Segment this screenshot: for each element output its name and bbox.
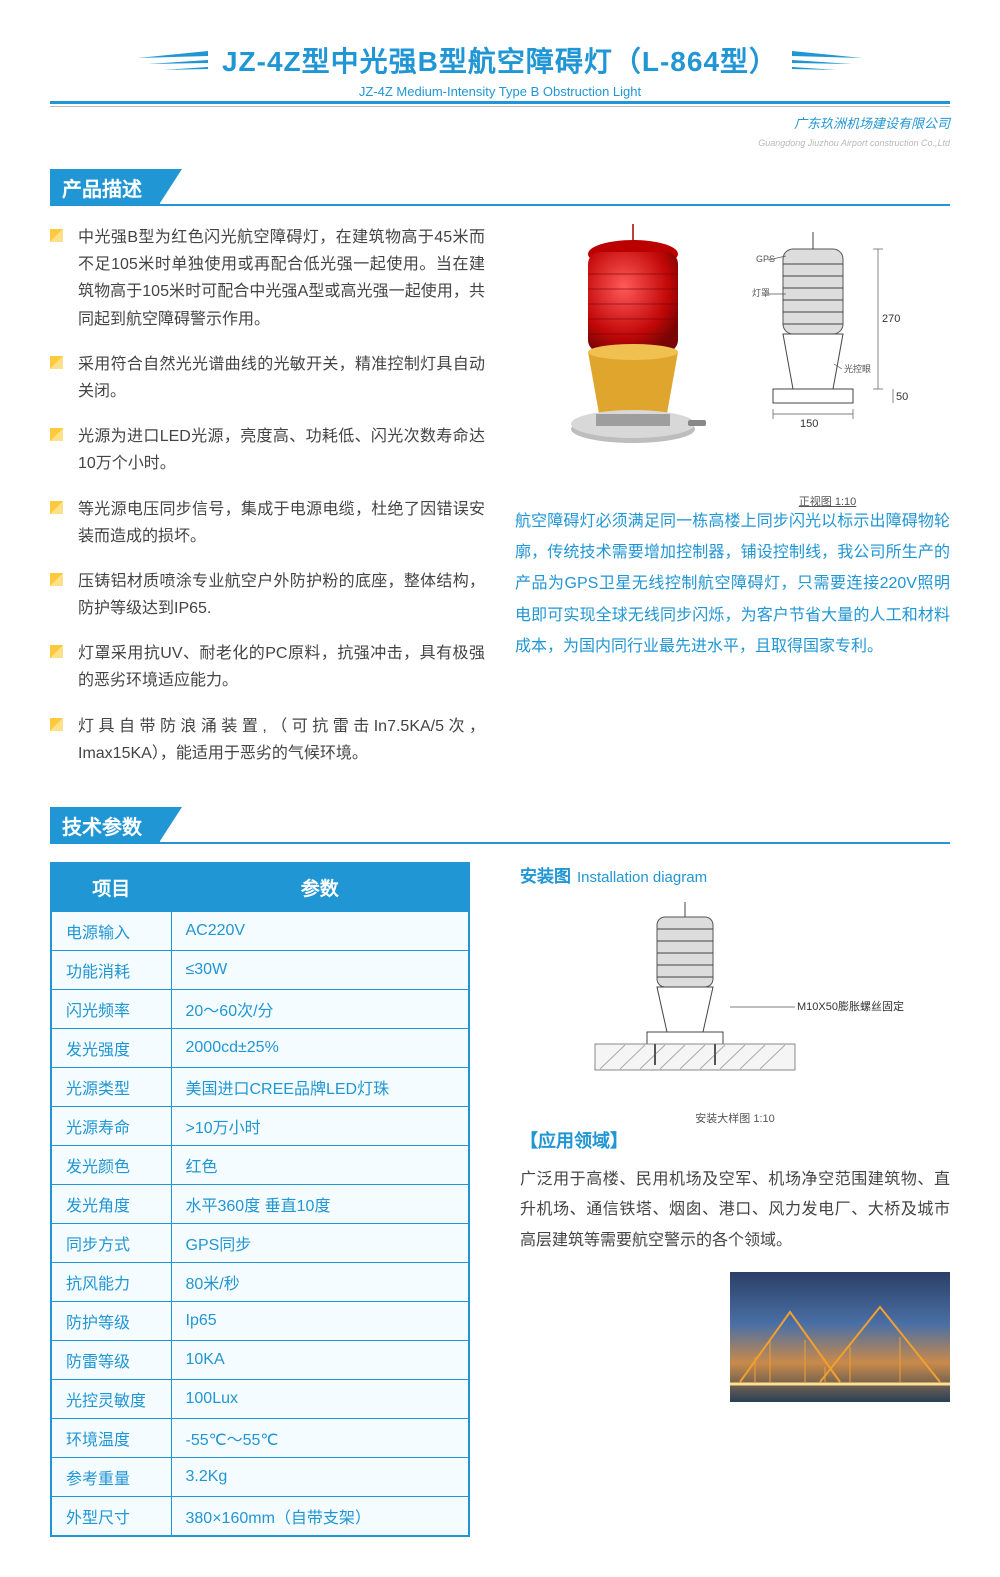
spec-header-key: 项目 [51,863,171,912]
svg-text:270: 270 [882,313,900,325]
spec-val: GPS同步 [171,1224,469,1263]
spec-row: 防护等级Ip65 [51,1302,469,1341]
spec-val: 380×160mm（自带支架） [171,1497,469,1537]
install-heading: 安装图Installation diagram [520,862,950,887]
spec-key: 外型尺寸 [51,1497,171,1537]
spec-row: 同步方式GPS同步 [51,1224,469,1263]
spec-row: 抗风能力80米/秒 [51,1263,469,1302]
product-dimension-diagram: GPS 灯罩 光控眼 270 50 [738,224,918,484]
title-en: JZ-4Z Medium-Intensity Type B Obstructio… [50,84,950,99]
svg-text:光控眼: 光控眼 [844,363,871,374]
right-wing-icon [792,48,862,72]
spec-key: 环境温度 [51,1419,171,1458]
bullet-item: 中光强B型为红色闪光航空障碍灯，在建筑物高于45米而不足105米时单独使用或再配… [50,224,485,333]
spec-key: 发光强度 [51,1029,171,1068]
install-diagram: M10X50膨胀螺丝固定 安装大样图 1:10 [520,897,950,1097]
spec-key: 闪光频率 [51,990,171,1029]
spec-header-val: 参数 [171,863,469,912]
spec-key: 防雷等级 [51,1341,171,1380]
spec-row: 环境温度-55℃～55℃ [51,1419,469,1458]
spec-key: 抗风能力 [51,1263,171,1302]
spec-val: -55℃～55℃ [171,1419,469,1458]
product-summary-paragraph: 航空障碍灯必须满足同一栋高楼上同步闪光以标示出障碍物轮廓，传统技术需要增加控制器… [515,506,950,662]
svg-text:150: 150 [800,418,818,430]
spec-key: 光控灵敏度 [51,1380,171,1419]
application-photo [730,1272,950,1402]
page-header: JZ-4Z型中光强B型航空障碍灯（L-864型） [50,40,950,80]
spec-key: 发光颜色 [51,1146,171,1185]
spec-row: 闪光频率20～60次/分 [51,990,469,1029]
bullet-item: 灯具自带防浪涌装置,（可抗雷击In7.5KA/5次，Imax15KA），能适用于… [50,713,485,767]
spec-val: Ip65 [171,1302,469,1341]
spec-val: 20～60次/分 [171,990,469,1029]
bullet-item: 灯罩采用抗UV、耐老化的PC原料，抗强冲击，具有极强的恶劣环境适应能力。 [50,640,485,694]
company-block: 广东玖洲机场建设有限公司 Guangdong Jiuzhou Airport c… [50,113,950,151]
spec-key: 同步方式 [51,1224,171,1263]
spec-row: 光源类型美国进口CREE品牌LED灯珠 [51,1068,469,1107]
product-figure-row: GPS 灯罩 光控眼 270 50 [515,224,950,484]
spec-row: 发光颜色红色 [51,1146,469,1185]
spec-val: 10KA [171,1341,469,1380]
spec-row: 功能消耗≤30W [51,951,469,990]
spec-key: 电源输入 [51,912,171,951]
bullet-item: 压铸铝材质喷涂专业航空户外防护粉的底座，整体结构，防护等级达到IP65. [50,568,485,622]
title-cn: JZ-4Z型中光强B型航空障碍灯（L-864型） [222,40,778,80]
spec-row: 发光角度水平360度 垂直10度 [51,1185,469,1224]
svg-text:灯罩: 灯罩 [752,288,770,298]
bullet-item: 等光源电压同步信号，集成于电源电缆，杜绝了因错误安装而造成的损坏。 [50,496,485,550]
spec-row: 发光强度2000cd±25% [51,1029,469,1068]
bullet-item: 采用符合自然光光谱曲线的光敏开关，精准控制灯具自动关闭。 [50,351,485,405]
spec-val: >10万小时 [171,1107,469,1146]
svg-text:50: 50 [896,391,908,403]
spec-val: 80米/秒 [171,1263,469,1302]
spec-val: 红色 [171,1146,469,1185]
application-heading: 【应用领域】 [520,1127,950,1153]
spec-val: ≤30W [171,951,469,990]
spec-row: 参考重量3.2Kg [51,1458,469,1497]
spec-val: 水平360度 垂直10度 [171,1185,469,1224]
product-photo [548,224,718,484]
spec-row: 光源寿命>10万小时 [51,1107,469,1146]
install-caption: 安装大样图 1:10 [520,1110,950,1126]
spec-key: 光源类型 [51,1068,171,1107]
spec-row: 电源输入AC220V [51,912,469,951]
spec-key: 发光角度 [51,1185,171,1224]
bullet-item: 光源为进口LED光源，亮度高、功耗低、闪光次数寿命达10万个小时。 [50,423,485,477]
header-rule-thick [50,101,950,104]
company-cn: 广东玖洲机场建设有限公司 [794,116,950,131]
svg-text:M10X50膨胀螺丝固定: M10X50膨胀螺丝固定 [797,999,904,1013]
spec-key: 光源寿命 [51,1107,171,1146]
spec-val: 美国进口CREE品牌LED灯珠 [171,1068,469,1107]
header-rule-thin [50,106,950,107]
feature-list: 中光强B型为红色闪光航空障碍灯，在建筑物高于45米而不足105米时单独使用或再配… [50,224,485,767]
spec-val: AC220V [171,912,469,951]
company-en: Guangdong Jiuzhou Airport construction C… [758,138,950,148]
diagram-caption: 正视图 1:10 [738,493,918,509]
spec-row: 防雷等级10KA [51,1341,469,1380]
section-desc-header: 产品描述 [50,169,950,206]
section-desc-label: 产品描述 [50,169,160,206]
spec-val: 2000cd±25% [171,1029,469,1068]
application-text: 广泛用于高楼、民用机场及空军、机场净空范围建筑物、直升机场、通信铁塔、烟囱、港口… [520,1165,950,1256]
spec-table: 项目参数 电源输入AC220V功能消耗≤30W闪光频率20～60次/分发光强度2… [50,862,470,1537]
left-wing-icon [138,48,208,72]
spec-key: 防护等级 [51,1302,171,1341]
spec-val: 100Lux [171,1380,469,1419]
spec-key: 功能消耗 [51,951,171,990]
spec-row: 光控灵敏度100Lux [51,1380,469,1419]
spec-key: 参考重量 [51,1458,171,1497]
section-spec-header: 技术参数 [50,807,950,844]
section-spec-label: 技术参数 [50,807,160,844]
spec-row: 外型尺寸380×160mm（自带支架） [51,1497,469,1537]
spec-val: 3.2Kg [171,1458,469,1497]
